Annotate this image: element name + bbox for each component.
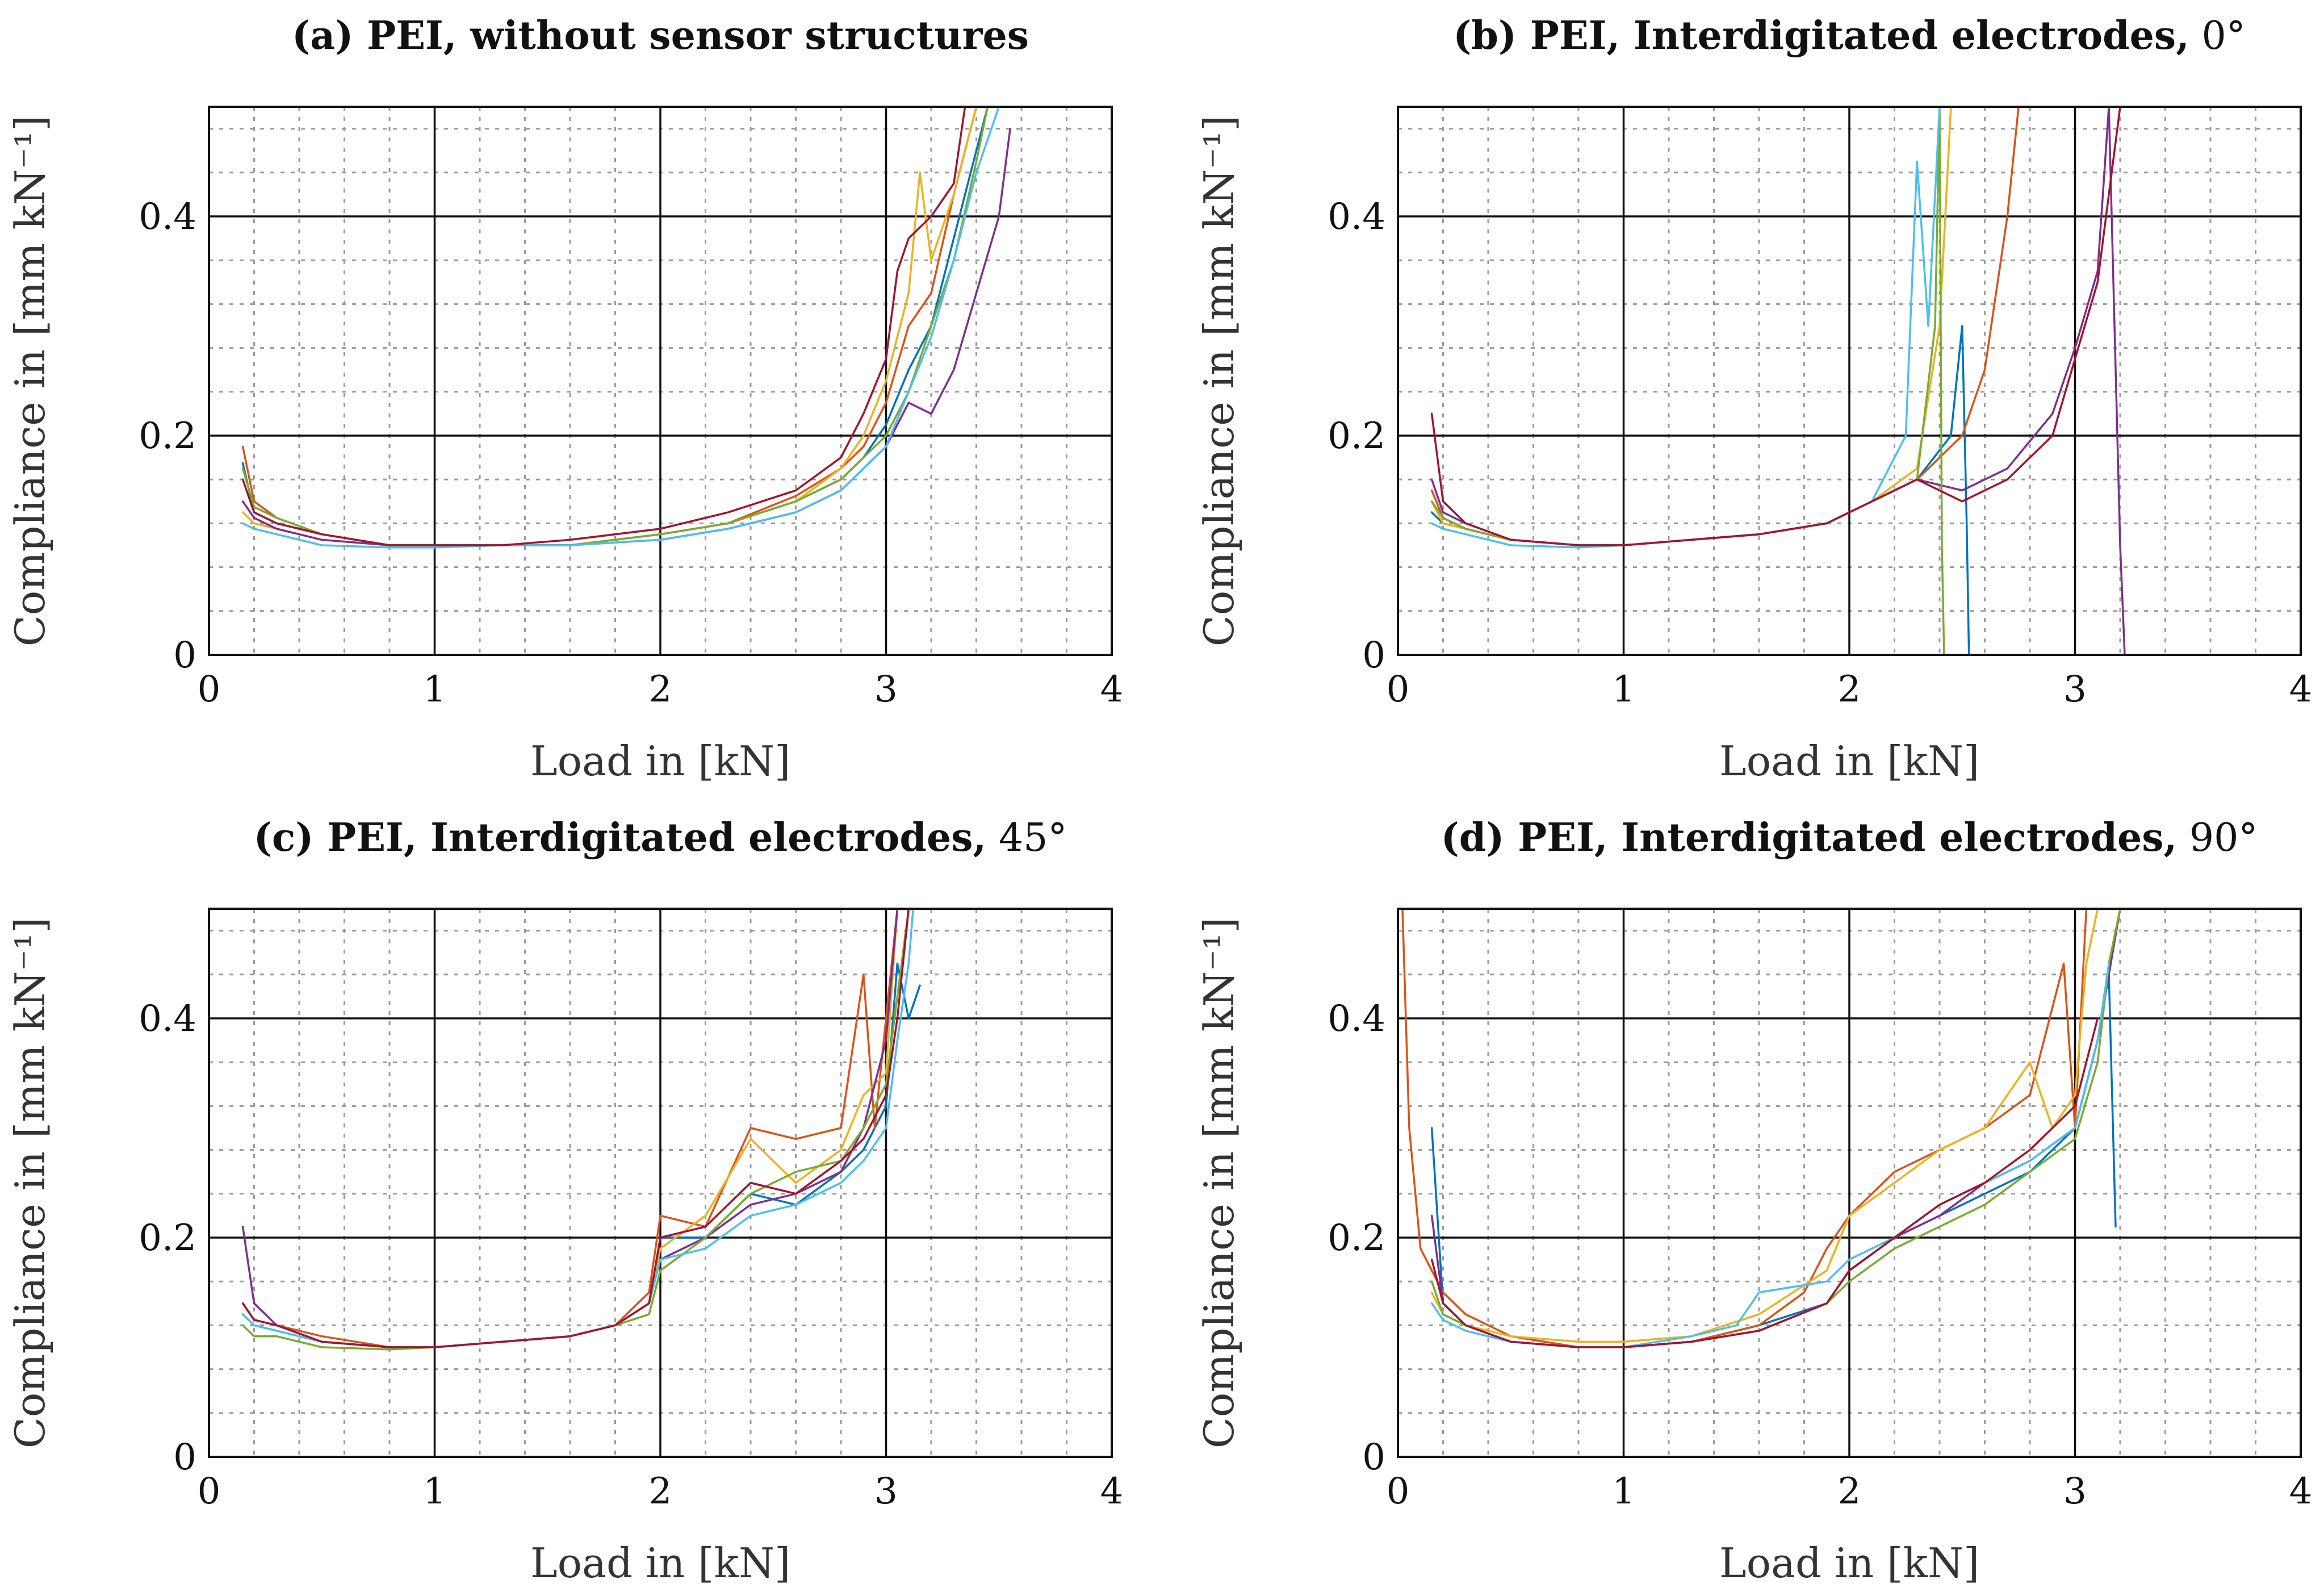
series-group xyxy=(241,107,1011,549)
x-tick-label: 1 xyxy=(1612,669,1635,711)
y-tick-label: 0.2 xyxy=(139,415,196,457)
panel-title-rest: 45° xyxy=(999,816,1067,860)
x-tick-label: 3 xyxy=(874,1470,898,1513)
x-axis-label: Load in [kN] xyxy=(1719,1539,1979,1587)
y-tick-label: 0 xyxy=(1362,1436,1385,1478)
series-line xyxy=(1430,1017,2099,1348)
series-line xyxy=(241,107,1000,549)
panel-title: (b) PEI, Interdigitated electrodes, 0° xyxy=(1453,13,2246,59)
x-tick-label: 4 xyxy=(1100,1470,1124,1513)
y-tick-label: 0 xyxy=(173,634,196,676)
x-tick-label: 3 xyxy=(874,669,898,711)
x-tick-label: 2 xyxy=(649,669,672,711)
series-line xyxy=(1430,107,2126,655)
x-tick-label: 1 xyxy=(423,1470,446,1513)
grid xyxy=(209,107,1112,655)
series-line xyxy=(1430,107,2121,546)
panel-title-bold: (b) PEI, Interdigitated electrodes, xyxy=(1453,13,2189,59)
series-line xyxy=(241,107,966,546)
panel-a: (a) PEI, without sensor structures 0 1 2 3 4… xyxy=(6,13,1123,785)
series-line xyxy=(1430,909,2099,1343)
panel-title: (d) PEI, Interdigitated electrodes, 90° xyxy=(1441,815,2258,860)
x-tick-label: 4 xyxy=(2289,1470,2313,1513)
series-line xyxy=(241,909,910,1351)
panel-title-bold: (d) PEI, Interdigitated electrodes, xyxy=(1441,815,2178,860)
x-axis-label: Load in [kN] xyxy=(530,1539,790,1587)
y-tick-label: 0.4 xyxy=(139,998,196,1040)
y-tick-label: 0 xyxy=(1362,634,1385,676)
x-axis-label: Load in [kN] xyxy=(530,737,790,785)
series-group xyxy=(1430,107,2126,655)
series-line xyxy=(1430,974,2117,1348)
y-axis-label: Compliance in [mm kN⁻¹] xyxy=(6,917,54,1448)
panel-b: (b) PEI, Interdigitated electrodes, 0° 0… xyxy=(1195,13,2312,785)
y-tick-label: 0.2 xyxy=(139,1217,196,1259)
series-line xyxy=(1430,909,2121,1348)
series-line xyxy=(241,127,1011,546)
y-axis-label: Compliance in [mm kN⁻¹] xyxy=(1195,917,1243,1448)
x-tick-label: 0 xyxy=(1387,669,1410,711)
panel-title: (c) PEI, Interdigitated electrodes, 45° xyxy=(254,815,1067,860)
y-axis-label: Compliance in [mm kN⁻¹] xyxy=(6,115,54,646)
x-tick-label: 2 xyxy=(649,1470,672,1513)
x-tick-label: 0 xyxy=(1387,1470,1410,1513)
y-tick-label: 0.2 xyxy=(1328,1217,1385,1259)
x-tick-label: 4 xyxy=(1100,669,1124,711)
plot-frame xyxy=(208,908,1113,1458)
x-tick-label: 4 xyxy=(2289,669,2313,711)
y-tick-label: 0 xyxy=(173,1436,196,1478)
x-tick-label: 2 xyxy=(1838,669,1861,711)
x-tick-label: 1 xyxy=(423,669,446,711)
series-line xyxy=(241,909,910,1348)
x-tick-label: 3 xyxy=(2063,1470,2087,1513)
x-tick-label: 0 xyxy=(198,669,221,711)
x-tick-label: 3 xyxy=(2063,669,2087,711)
series-group xyxy=(241,909,921,1351)
panel-title-rest: 90° xyxy=(2189,816,2258,860)
grid xyxy=(209,909,1112,1457)
x-tick-label: 1 xyxy=(1612,1470,1635,1513)
panel-title-bold: (a) PEI, without sensor structures xyxy=(292,13,1029,59)
grid xyxy=(1398,107,2301,655)
series-line xyxy=(241,909,899,1348)
y-tick-label: 0.4 xyxy=(139,196,196,238)
grid xyxy=(1398,909,2301,1457)
plot-frame xyxy=(208,106,1113,656)
x-tick-label: 0 xyxy=(198,1470,221,1513)
panel-c: (c) PEI, Interdigitated electrodes, 45° … xyxy=(6,815,1123,1587)
series-group xyxy=(1401,909,2121,1348)
y-tick-label: 0.4 xyxy=(1328,998,1385,1040)
panel-title-rest: 0° xyxy=(2202,14,2246,59)
plot-frame xyxy=(1397,908,2302,1458)
y-tick-label: 0.4 xyxy=(1328,196,1385,238)
series-line xyxy=(1430,107,1945,655)
series-line xyxy=(1430,909,2121,1348)
x-tick-label: 2 xyxy=(1838,1470,1861,1513)
panel-title: (a) PEI, without sensor structures xyxy=(292,13,1029,59)
y-axis-label: Compliance in [mm kN⁻¹] xyxy=(1195,115,1243,646)
x-axis-label: Load in [kN] xyxy=(1719,737,1979,785)
y-tick-label: 0.2 xyxy=(1328,415,1385,457)
plot-frame xyxy=(1397,106,2302,656)
panel-d: (d) PEI, Interdigitated electrodes, 90° … xyxy=(1195,815,2312,1587)
panel-title-bold: (c) PEI, Interdigitated electrodes, xyxy=(254,815,987,860)
